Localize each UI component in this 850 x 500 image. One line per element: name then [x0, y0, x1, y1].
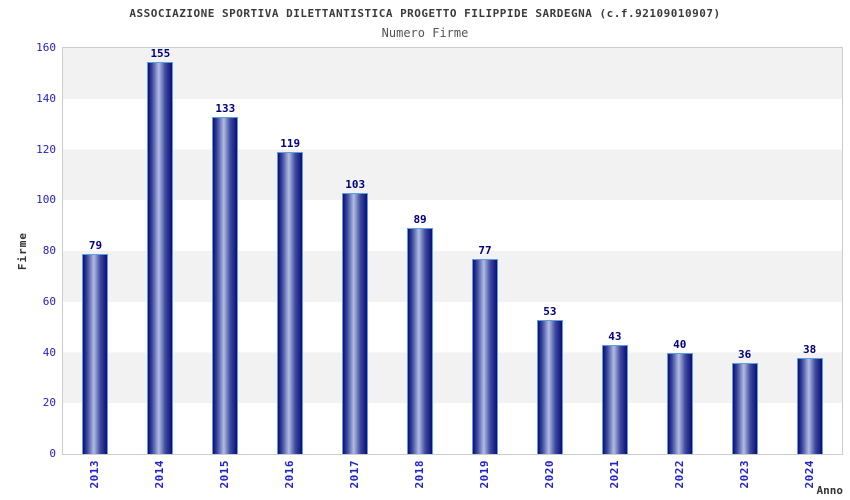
bar-slot-2023: 36	[712, 48, 777, 454]
x-tick-slot: 2020	[518, 460, 583, 498]
bar-slot-2016: 119	[258, 48, 323, 454]
bar-slot-2019: 77	[453, 48, 518, 454]
bar-2022	[666, 352, 693, 454]
bar-value-label: 40	[673, 337, 687, 351]
plot-area: 79 155 133 119 103 89 77 53 43 40 36 38	[62, 47, 843, 455]
bar-2016	[277, 152, 304, 454]
x-tick-slot: 2014	[127, 460, 192, 498]
x-tick-slot: 2016	[257, 460, 322, 498]
bar-2015	[212, 116, 239, 454]
bar-value-label: 36	[738, 347, 752, 361]
x-tick-slot: 2019	[452, 460, 517, 498]
bar-value-label: 53	[543, 304, 557, 318]
x-tick-label: 2019	[478, 460, 491, 489]
y-tick-label: 140	[36, 91, 56, 105]
x-tick-label: 2024	[803, 460, 817, 489]
x-tick-label: 2013	[87, 460, 101, 489]
bar-slot-2015: 133	[193, 48, 258, 454]
y-tick-label: 0	[49, 447, 56, 460]
y-tick-label: 100	[36, 193, 56, 207]
y-tick-label: 20	[42, 396, 56, 410]
bar-value-label: 133	[215, 101, 236, 115]
chart-subtitle: Numero Firme	[381, 26, 469, 40]
bar-2018	[407, 228, 434, 454]
x-tick-label: 2020	[543, 460, 557, 489]
bar-value-label: 89	[413, 213, 427, 227]
bar-value-label: 103	[345, 177, 366, 191]
bar-value-label: 79	[88, 238, 103, 252]
x-tick-label: 2017	[347, 460, 361, 489]
x-tick-slot: 2022	[648, 460, 713, 498]
bar-2017	[342, 192, 369, 454]
y-tick-label: 40	[42, 345, 56, 359]
x-axis-tick-labels: 2013 2014 2015 2016 2017 2018 2019 2020 2021 2022…	[62, 460, 843, 498]
bar-2019	[471, 258, 498, 454]
x-tick-slot: 2018	[387, 460, 452, 498]
y-tick-label: 80	[42, 244, 56, 257]
bar-2023	[731, 362, 758, 454]
bar-slot-2017: 103	[323, 48, 388, 454]
x-axis-title: Anno	[816, 484, 844, 497]
x-tick-label: 2018	[412, 460, 426, 489]
bar-2020	[536, 319, 563, 454]
bar-slot-2018: 89	[388, 48, 453, 454]
bar-value-label: 119	[280, 137, 301, 150]
bar-value-label: 77	[478, 243, 492, 257]
x-tick-label: 2016	[282, 460, 296, 489]
y-tick-label: 60	[42, 294, 56, 308]
bar-2024	[796, 357, 823, 454]
y-tick-label: 160	[36, 41, 56, 54]
chart-title: ASSOCIAZIONE SPORTIVA DILETTANTISTICA PR…	[129, 7, 721, 20]
x-tick-slot: 2023	[713, 460, 778, 498]
x-tick-slot: 2017	[322, 460, 387, 498]
bar-slot-2020: 53	[517, 48, 582, 454]
bar-value-label: 38	[802, 342, 817, 356]
bar-2014	[147, 62, 174, 454]
y-axis-tick-labels: 0 20 40 60 80 100 120 140 160	[0, 0, 56, 500]
bar-slot-2021: 43	[582, 48, 647, 454]
x-tick-label: 2014	[152, 460, 166, 489]
bar-2013	[82, 253, 109, 454]
x-tick-slot: 2021	[583, 460, 648, 498]
x-tick-slot: 2013	[62, 460, 127, 498]
bar-slot-2013: 79	[63, 48, 128, 454]
x-tick-slot: 2015	[192, 460, 257, 498]
x-tick-label: 2023	[738, 460, 752, 489]
bar-2021	[601, 344, 628, 454]
x-tick-label: 2015	[217, 460, 231, 489]
bar-value-label: 43	[608, 329, 622, 343]
bar-value-label: 155	[150, 47, 171, 60]
bars-group: 79 155 133 119 103 89 77 53 43 40 36 38	[63, 48, 842, 454]
bar-slot-2014: 155	[128, 48, 193, 454]
x-tick-label: 2022	[673, 460, 687, 489]
bar-slot-2024: 38	[777, 48, 842, 454]
x-tick-label: 2021	[608, 460, 622, 489]
bar-slot-2022: 40	[647, 48, 712, 454]
y-tick-label: 120	[36, 142, 56, 156]
